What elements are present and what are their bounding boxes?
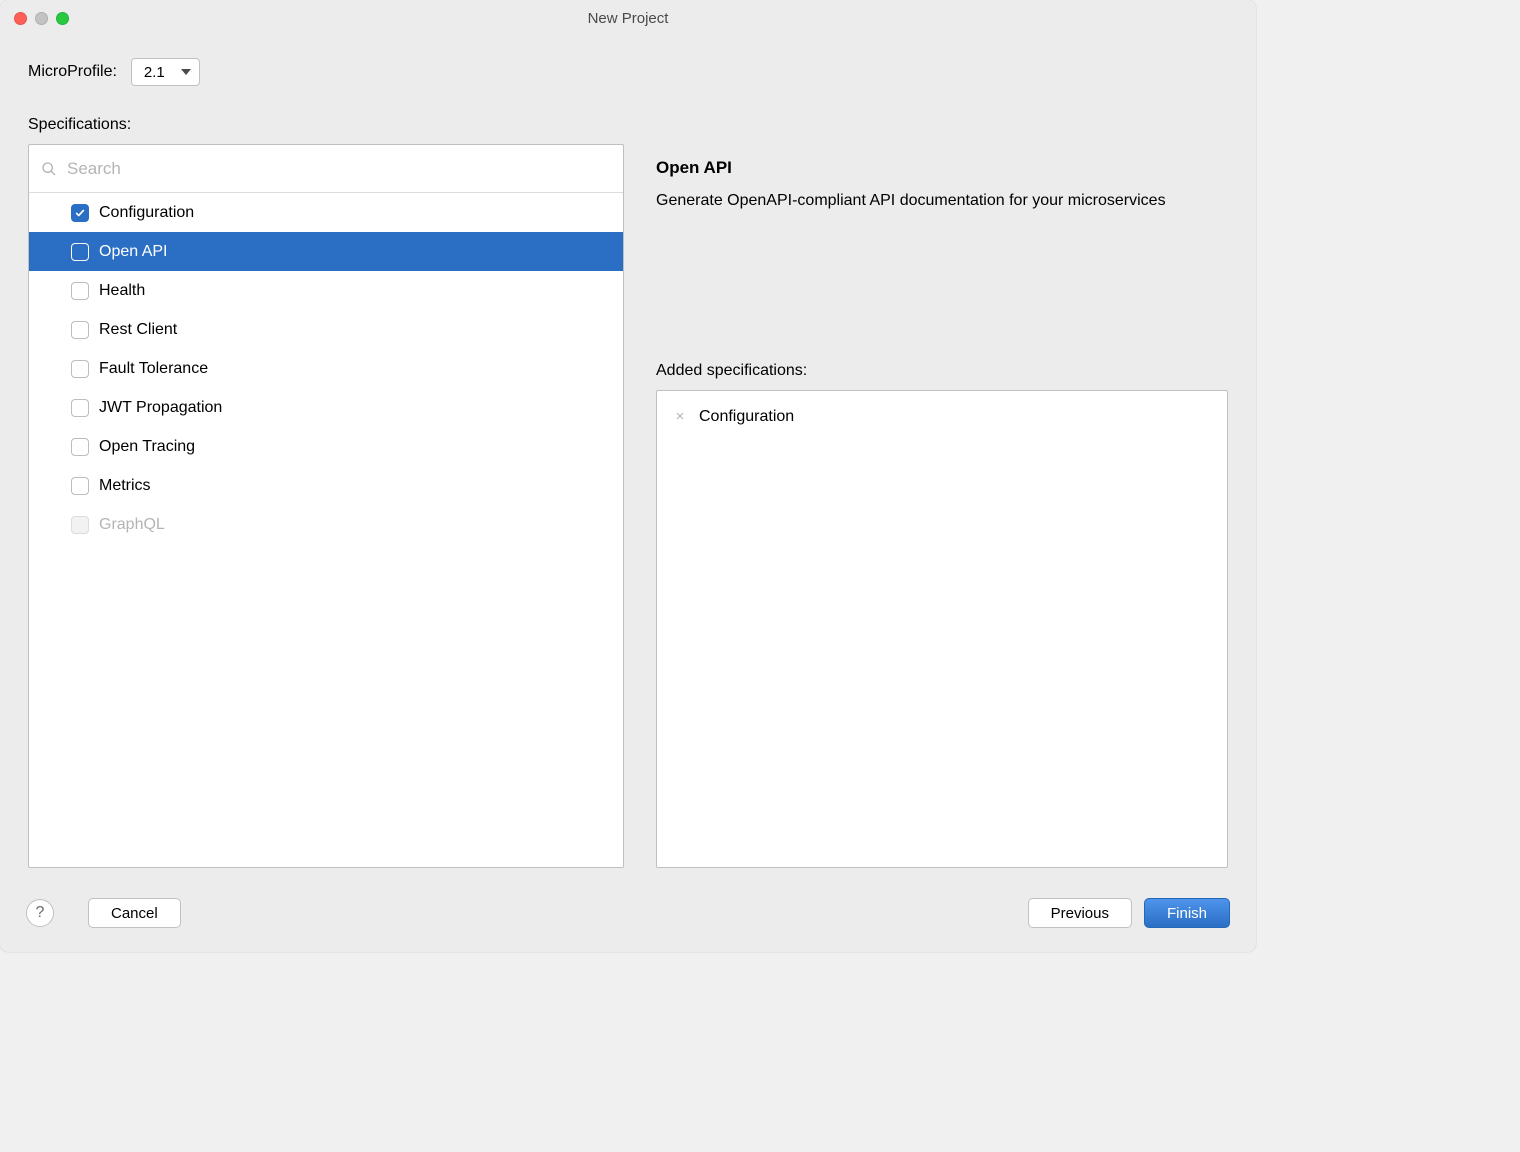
traffic-lights (0, 12, 69, 25)
microprofile-select[interactable]: 2.1 (131, 58, 200, 86)
specification-item[interactable]: Metrics (29, 466, 623, 505)
close-window-button[interactable] (14, 12, 27, 25)
specification-checkbox[interactable] (71, 282, 89, 300)
specifications-panel: Configuration Open API Health Rest Client Fa… (28, 144, 624, 868)
specifications-list: Configuration Open API Health Rest Client Fa… (29, 193, 623, 867)
new-project-window: New Project MicroProfile: 2.1 Specificat… (0, 0, 1256, 952)
specification-checkbox[interactable] (71, 438, 89, 456)
specification-item[interactable]: Health (29, 271, 623, 310)
specification-checkbox (71, 516, 89, 534)
maximize-window-button[interactable] (56, 12, 69, 25)
specification-label: Health (99, 282, 145, 300)
cancel-button-label: Cancel (111, 905, 158, 922)
window-title: New Project (0, 10, 1256, 27)
finish-button[interactable]: Finish (1144, 898, 1230, 928)
specification-checkbox[interactable] (71, 360, 89, 378)
specification-checkbox[interactable] (71, 399, 89, 417)
specification-label: GraphQL (99, 516, 165, 534)
titlebar: New Project (0, 0, 1256, 36)
detail-description: Generate OpenAPI-compliant API documenta… (656, 188, 1196, 214)
specification-checkbox[interactable] (71, 204, 89, 222)
specification-item[interactable]: Open Tracing (29, 427, 623, 466)
specification-label: Rest Client (99, 321, 177, 339)
search-input[interactable] (65, 158, 611, 180)
dialog-content: MicroProfile: 2.1 Specifications: Config… (0, 36, 1256, 878)
search-icon (41, 161, 57, 177)
remove-specification-icon[interactable]: × (673, 408, 687, 425)
specifications-label: Specifications: (28, 116, 1228, 134)
specification-label: Open Tracing (99, 438, 195, 456)
cancel-button[interactable]: Cancel (88, 898, 181, 928)
specification-label: Metrics (99, 477, 151, 495)
microprofile-row: MicroProfile: 2.1 (28, 58, 1228, 86)
help-button[interactable]: ? (26, 899, 54, 927)
specification-checkbox[interactable] (71, 243, 89, 261)
specification-item[interactable]: Configuration (29, 193, 623, 232)
specification-label: Configuration (99, 204, 194, 222)
detail-title: Open API (656, 158, 1228, 178)
help-icon: ? (36, 904, 45, 922)
added-specification-label: Configuration (699, 408, 794, 426)
specifications-column: Configuration Open API Health Rest Client Fa… (28, 144, 624, 868)
specification-checkbox[interactable] (71, 477, 89, 495)
specification-item[interactable]: Rest Client (29, 310, 623, 349)
specification-label: JWT Propagation (99, 399, 222, 417)
finish-button-label: Finish (1167, 905, 1207, 922)
specification-label: Open API (99, 243, 168, 261)
specification-label: Fault Tolerance (99, 360, 208, 378)
added-specifications-panel: × Configuration (656, 390, 1228, 868)
specification-item: GraphQL (29, 505, 623, 544)
previous-button[interactable]: Previous (1028, 898, 1132, 928)
checkmark-icon (75, 208, 85, 218)
microprofile-label: MicroProfile: (28, 63, 117, 81)
specification-item[interactable]: Open API (29, 232, 623, 271)
previous-button-label: Previous (1051, 905, 1109, 922)
detail-column: Open API Generate OpenAPI-compliant API … (656, 144, 1228, 868)
microprofile-selected-value: 2.1 (144, 64, 165, 81)
specification-checkbox[interactable] (71, 321, 89, 339)
minimize-window-button[interactable] (35, 12, 48, 25)
specification-item[interactable]: JWT Propagation (29, 388, 623, 427)
dialog-footer: ? Cancel Previous Finish (0, 878, 1256, 952)
chevron-down-icon (181, 69, 191, 75)
two-column-layout: Configuration Open API Health Rest Client Fa… (28, 144, 1228, 868)
specification-item[interactable]: Fault Tolerance (29, 349, 623, 388)
added-specifications-label: Added specifications: (656, 362, 1228, 380)
added-specification-item: × Configuration (657, 401, 1227, 433)
search-row (29, 145, 623, 193)
